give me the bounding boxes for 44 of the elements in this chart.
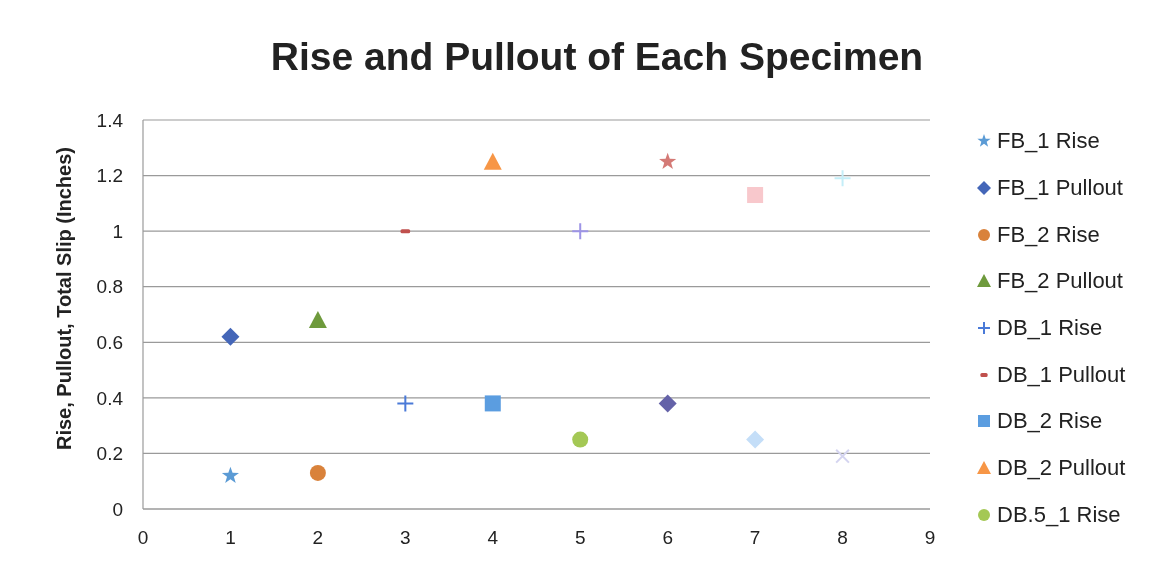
point <box>396 394 415 413</box>
legend-label: FB_1 Pullout <box>997 175 1123 202</box>
x-tick-label: 9 <box>924 527 936 549</box>
point <box>221 327 240 346</box>
x-tick-label: 0 <box>137 527 149 549</box>
point <box>747 187 764 204</box>
point <box>308 311 327 329</box>
point <box>659 152 677 169</box>
y-tick-label: 0.6 <box>96 332 123 354</box>
point <box>746 430 765 449</box>
point <box>483 152 502 170</box>
y-axis-title: Rise, Pullout, Total Slip (Inches) <box>53 147 75 450</box>
legend-label: FB_2 Pullout <box>997 268 1123 295</box>
point <box>571 222 590 241</box>
x-tick-label: 6 <box>662 527 673 549</box>
y-tick-label: 1.2 <box>96 165 123 187</box>
legend-label: FB_1 Rise <box>997 128 1100 155</box>
x-tick-label: 2 <box>312 527 324 549</box>
point <box>221 466 239 483</box>
x-tick-label: 3 <box>400 527 411 549</box>
x-tick-label: 5 <box>574 527 586 549</box>
legend-label: FB_2 Rise <box>997 221 1100 248</box>
legend-label: DB_2 Rise <box>997 408 1103 435</box>
point <box>309 464 326 481</box>
point <box>658 394 677 413</box>
y-tick-label: 0.4 <box>96 387 124 409</box>
y-tick-label: 0 <box>112 498 123 520</box>
legend-label: DB_2 Pullout <box>997 455 1126 482</box>
legend-label: DB_1 Rise <box>997 315 1103 342</box>
point <box>484 395 501 412</box>
x-tick-label: 8 <box>837 527 848 549</box>
legend-label: DB_1 Pullout <box>997 361 1126 388</box>
y-tick-label: 1.4 <box>96 109 124 131</box>
x-tick-label: 1 <box>225 527 236 549</box>
y-tick-label: 0.8 <box>96 276 123 298</box>
chart-title: Rise and Pullout of Each Specimen <box>269 35 925 79</box>
x-tick-label: 7 <box>749 527 761 549</box>
point <box>572 431 589 448</box>
y-tick-label: 0.2 <box>96 443 123 465</box>
point <box>833 169 852 188</box>
point <box>835 448 850 464</box>
x-tick-label: 4 <box>487 527 499 549</box>
y-tick-label: 1 <box>112 220 123 242</box>
legend-label: DB.5_1 Rise <box>997 501 1121 528</box>
